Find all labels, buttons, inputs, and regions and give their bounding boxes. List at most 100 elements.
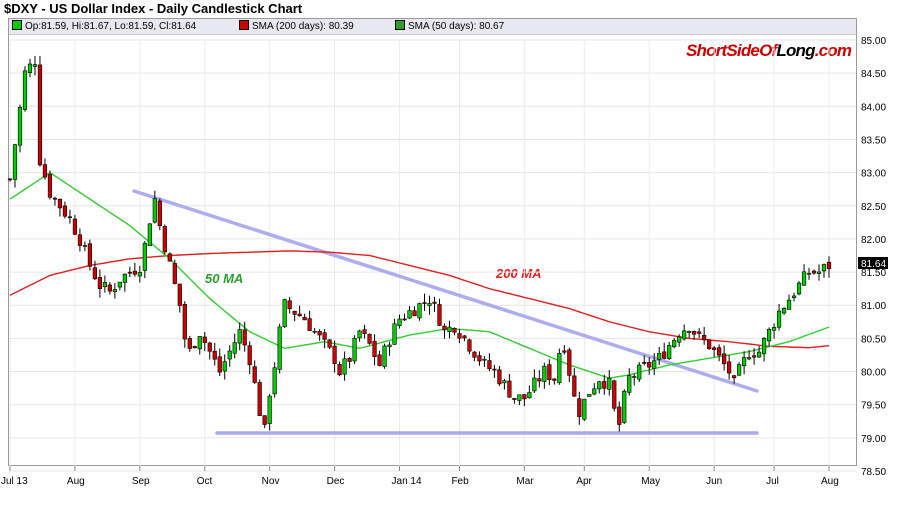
candle (302, 313, 307, 321)
y-tick-label: 78.50 (861, 467, 886, 478)
candle (647, 357, 652, 375)
candle (632, 373, 637, 386)
candle (207, 341, 212, 360)
candle (102, 275, 107, 293)
candle (472, 351, 477, 362)
y-axis: 85.00 84.50 84.00 83.50 83.00 82.50 82.00 81.50… (861, 36, 886, 478)
candle (796, 281, 802, 296)
candle (127, 266, 132, 278)
candle (467, 338, 472, 355)
y-tick-label: 80.00 (861, 368, 886, 379)
candle (112, 283, 117, 299)
candle (7, 177, 13, 182)
candle (717, 344, 722, 362)
y-tick-label: 81.00 (861, 301, 886, 312)
candle (162, 224, 167, 255)
candle (712, 346, 717, 357)
legend-sma200-label: SMA (200 days): 80.39 (252, 21, 354, 32)
candle (157, 198, 162, 231)
x-tick-label: Sep (132, 476, 150, 487)
candle (347, 357, 352, 369)
candle (382, 343, 387, 369)
candle (367, 333, 372, 345)
candle (247, 341, 252, 375)
candle (821, 263, 827, 278)
candle (811, 269, 817, 275)
candle (542, 362, 547, 389)
legend-sma50-label: SMA (50 days): 80.67 (408, 21, 505, 32)
candle (702, 326, 707, 345)
candle (47, 170, 53, 200)
candle (212, 342, 217, 366)
candle (137, 265, 142, 283)
candle (722, 345, 727, 371)
candle (117, 281, 122, 291)
candle (182, 301, 187, 348)
candle (402, 313, 407, 321)
candle (791, 292, 797, 302)
legend-bar: Op:81.59, Hi:81.67, Lo:81.59, Cl:81.64 S… (9, 19, 856, 35)
y-tick-label: 79.50 (861, 401, 886, 412)
candle (267, 393, 272, 431)
candle (202, 331, 207, 351)
candle (167, 252, 172, 262)
candle (447, 320, 452, 339)
candle (697, 328, 702, 339)
y-tick-label: 84.00 (861, 102, 886, 113)
y-tick-label: 82.50 (861, 202, 886, 213)
candle (577, 391, 582, 425)
candle (637, 362, 642, 383)
candle (357, 329, 362, 342)
y-tick-label: 82.00 (861, 235, 886, 246)
candle (147, 223, 152, 246)
candle (32, 55, 38, 76)
legend-sma200: SMA (200 days): 80.39 (239, 20, 354, 32)
candle (502, 378, 507, 390)
x-tick-label: Aug (821, 476, 839, 487)
candle (742, 351, 747, 375)
candle (477, 351, 482, 366)
candle (92, 260, 97, 281)
candle (557, 348, 562, 385)
candle (582, 398, 587, 421)
x-tick-label: Jun (706, 476, 722, 487)
candle (27, 58, 33, 78)
candle (237, 322, 242, 351)
candle (756, 345, 762, 358)
x-tick-label: Aug (67, 476, 85, 487)
candle (642, 355, 647, 366)
candle (122, 273, 127, 292)
candle (552, 378, 557, 385)
candle (22, 66, 28, 112)
y-tick-label: 81.50 (861, 268, 886, 279)
ohlc-swatch (12, 20, 22, 30)
candle (487, 353, 492, 372)
candle (272, 362, 277, 398)
y-tick-label: 85.00 (861, 36, 886, 47)
candle (17, 104, 23, 153)
candle (746, 350, 752, 361)
candle (677, 334, 682, 347)
candle (217, 348, 222, 377)
candle (652, 353, 657, 376)
candle (372, 334, 377, 366)
sma50-swatch (395, 20, 405, 30)
candle (222, 354, 227, 380)
x-axis: Jul 13 Aug Sep Oct Nov Dec Jan 14 Feb Mar Apr May J… (1, 466, 839, 487)
candle (761, 337, 767, 362)
candle (532, 369, 537, 394)
last-price-marker: 81.64 (858, 257, 888, 270)
candle (776, 303, 782, 331)
candle (781, 307, 787, 315)
candle (692, 330, 697, 340)
candles (7, 55, 832, 432)
candle (422, 293, 427, 312)
candle (407, 306, 412, 319)
candle (107, 281, 112, 295)
x-tick-label: Jul (766, 476, 779, 487)
candle (602, 374, 607, 395)
candle (786, 294, 792, 310)
candle (327, 339, 332, 350)
candle (177, 283, 182, 313)
